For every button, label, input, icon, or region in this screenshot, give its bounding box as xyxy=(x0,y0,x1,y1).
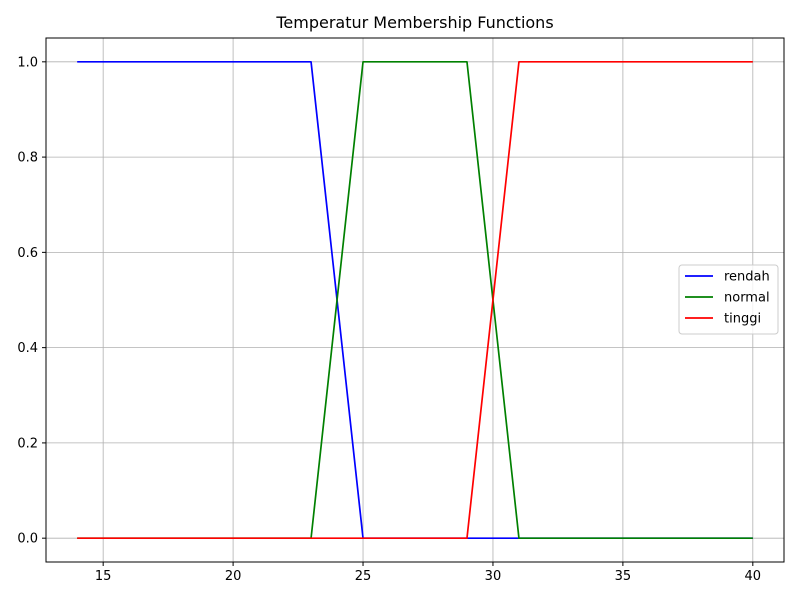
y-tick-label: 0.4 xyxy=(17,341,38,356)
x-tick-label: 40 xyxy=(745,569,762,584)
series-line-rendah xyxy=(77,60,753,540)
chart-title: Temperatur Membership Functions xyxy=(275,13,553,32)
y-tick-label: 0.2 xyxy=(17,436,38,451)
x-tick-label: 35 xyxy=(615,569,632,584)
series-lines xyxy=(77,60,753,540)
y-tick-label: 0.0 xyxy=(17,532,38,547)
axis-ticks: 15 20 25 30 35 40 0.0 0.2 0.4 0.6 0.8 1.0 xyxy=(17,55,761,584)
legend-box xyxy=(678,264,779,335)
legend: rendah normal tinggi xyxy=(678,264,779,335)
legend-label-normal: normal xyxy=(724,291,770,306)
x-tick-label: 30 xyxy=(485,569,502,584)
legend-label-rendah: rendah xyxy=(724,270,770,285)
y-tick-label: 0.8 xyxy=(17,151,38,166)
grid-lines xyxy=(46,38,784,562)
x-tick-label: 25 xyxy=(355,569,372,584)
y-tick-label: 0.6 xyxy=(17,246,38,261)
series-line-normal xyxy=(77,60,753,540)
series-line-tinggi xyxy=(77,60,753,540)
y-tick-label: 1.0 xyxy=(17,55,38,70)
x-tick-label: 20 xyxy=(225,569,242,584)
legend-label-tinggi: tinggi xyxy=(724,312,761,327)
plot-frame xyxy=(45,37,785,563)
x-tick-label: 15 xyxy=(95,569,112,584)
